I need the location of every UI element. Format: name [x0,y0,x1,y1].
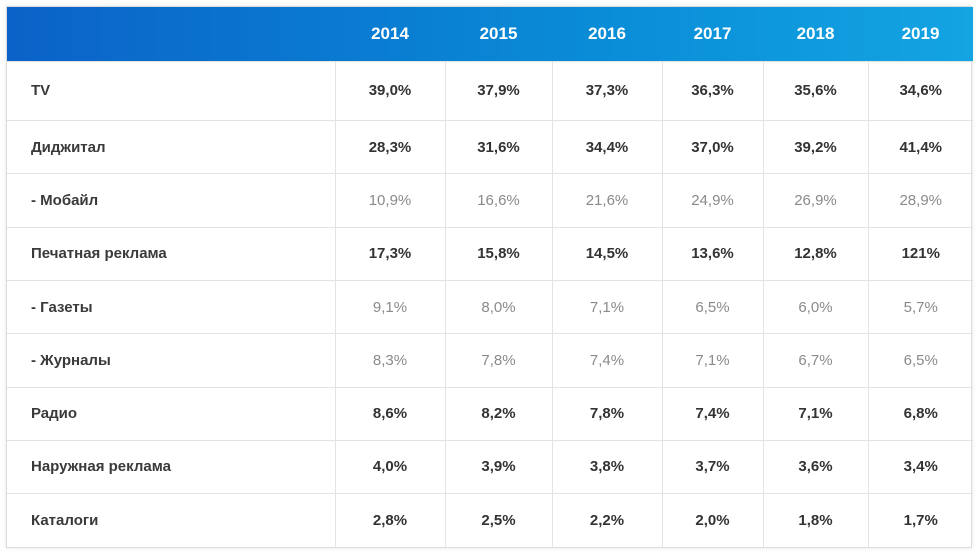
table-cell: 37,9% [444,60,552,121]
table-cell: 2,0% [661,493,763,547]
table-row-tv: TV 39,0% 37,9% 37,3% 36,3% 35,6% 34,6% [7,60,973,121]
table-cell: 24,9% [661,173,763,228]
table-cell: 39,2% [762,119,868,174]
header-corner-cell [7,7,335,61]
table-cell: 6,7% [762,333,868,388]
table-cell: 14,5% [551,226,662,281]
table-row-magazines: - Журналы 8,3% 7,8% 7,4% 7,1% 6,7% 6,5% [7,333,973,388]
table-cell: 1,7% [867,493,973,547]
table-cell: 37,0% [661,119,763,174]
row-label: Печатная реклама [7,226,335,281]
header-row: 2014 2015 2016 2017 2018 2019 [7,7,973,61]
table-cell: 8,3% [334,333,445,388]
header-year-2018: 2018 [796,23,835,43]
table-cell: 7,1% [762,386,868,441]
table-cell: 3,7% [661,439,763,494]
table-cell: 2,8% [334,493,445,547]
table-cell: 13,6% [661,226,763,281]
table-cell: 15,8% [444,226,552,281]
table-cell: 28,9% [867,173,973,228]
table-cell: 17,3% [334,226,445,281]
row-label: Каталоги [7,493,335,547]
table-cell: 7,1% [551,279,662,334]
table-cell: 7,4% [661,386,763,441]
table-cell: 2,2% [551,493,662,547]
table-cell: 41,4% [867,119,973,174]
row-label: Радио [7,386,335,441]
table-cell: 8,2% [444,386,552,441]
header-year-2014: 2014 [371,23,409,43]
table-cell: 34,6% [867,60,973,121]
table-cell: 6,0% [762,279,868,334]
table-cell: 8,6% [334,386,445,441]
table-cell: 10,9% [334,173,445,228]
row-label: Диджитал [7,119,335,174]
table-cell: 16,6% [444,173,552,228]
table-cell: 31,6% [444,119,552,174]
table-cell: 7,1% [661,333,763,388]
table-cell: 6,8% [867,386,973,441]
table-cell: 39,0% [334,60,445,121]
table-cell: 35,6% [762,60,868,121]
row-label: TV [7,60,335,121]
table-cell: 34,4% [551,119,662,174]
header-year-2019: 2019 [901,23,940,43]
table-body: TV 39,0% 37,9% 37,3% 36,3% 35,6% 34,6% Д… [7,60,973,547]
table-cell: 6,5% [661,279,763,334]
table-cell: 7,8% [444,333,552,388]
media-share-table: 2014 2015 2016 2017 2018 2019 TV 39,0% 3… [6,6,973,548]
row-label: - Журналы [7,333,335,388]
table-row-newspapers: - Газеты 9,1% 8,0% 7,1% 6,5% 6,0% 5,7% [7,279,973,334]
header-year-2015: 2015 [479,23,518,43]
table-cell: 36,3% [661,60,763,121]
table-cell: 4,0% [334,439,445,494]
table-row-digital: Диджитал 28,3% 31,6% 34,4% 37,0% 39,2% 4… [7,119,973,174]
table-cell: 3,8% [551,439,662,494]
table-cell: 121% [867,226,973,281]
row-label: Наружная реклама [7,439,335,494]
row-label: - Газеты [7,279,335,334]
table-row-mobile: - Мобайл 10,9% 16,6% 21,6% 24,9% 26,9% 2… [7,173,973,228]
table-row-radio: Радио 8,6% 8,2% 7,8% 7,4% 7,1% 6,8% [7,386,973,441]
table-cell: 2,5% [444,493,552,547]
table-cell: 6,5% [867,333,973,388]
table-row-catalogs: Каталоги 2,8% 2,5% 2,2% 2,0% 1,8% 1,7% [7,493,973,547]
table-cell: 8,0% [444,279,552,334]
table-cell: 1,8% [762,493,868,547]
row-label: - Мобайл [7,173,335,228]
table-cell: 3,9% [444,439,552,494]
table-cell: 37,3% [551,60,662,121]
table-cell: 26,9% [762,173,868,228]
header-year-2016: 2016 [588,23,626,43]
header-year-2017: 2017 [693,23,732,43]
table-cell: 7,4% [551,333,662,388]
table-cell: 9,1% [334,279,445,334]
table-cell: 3,6% [762,439,868,494]
table-cell: 3,4% [867,439,973,494]
table-cell: 28,3% [334,119,445,174]
table-cell: 12,8% [762,226,868,281]
table-cell: 7,8% [551,386,662,441]
table-row-outdoor: Наружная реклама 4,0% 3,9% 3,8% 3,7% 3,6… [7,439,973,494]
table-cell: 5,7% [867,279,973,334]
table-cell: 21,6% [551,173,662,228]
table-row-print: Печатная реклама 17,3% 15,8% 14,5% 13,6%… [7,226,973,281]
data-table: 2014 2015 2016 2017 2018 2019 TV 39,0% 3… [7,7,973,547]
table-header: 2014 2015 2016 2017 2018 2019 [7,7,973,61]
